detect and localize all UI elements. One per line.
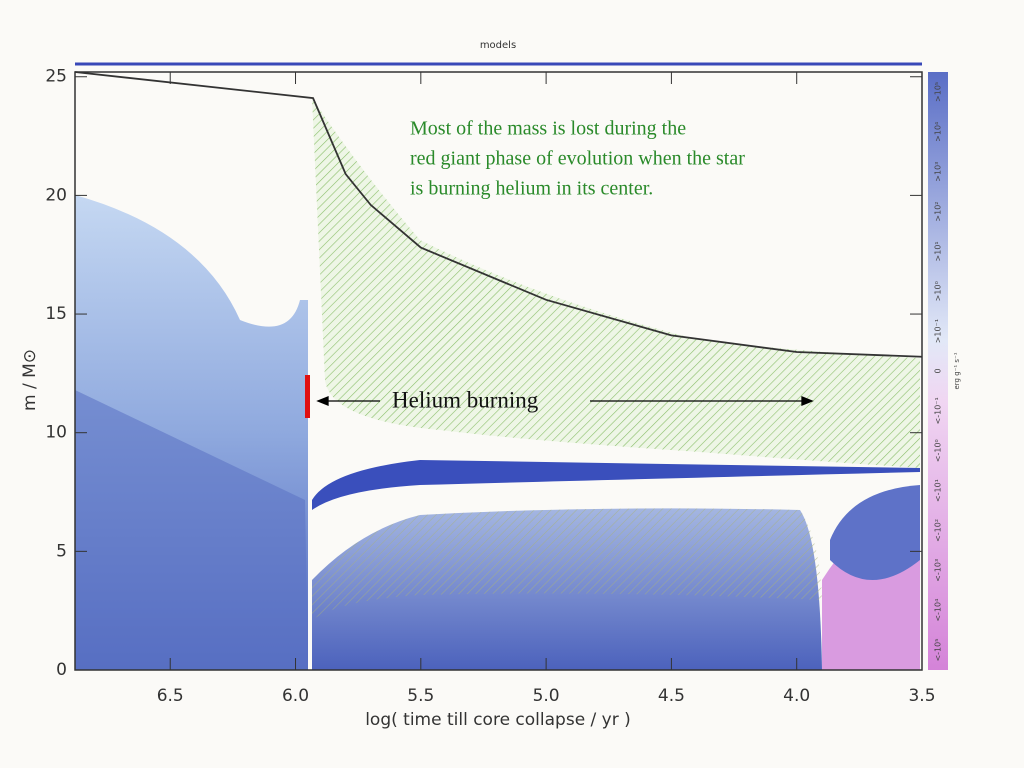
x-tick-label: 6.5 — [157, 686, 184, 706]
top-label: models — [480, 40, 516, 51]
x-tick-label: 3.5 — [908, 686, 935, 706]
regions — [75, 98, 920, 670]
annotation-line: red giant phase of evolution when the st… — [410, 148, 745, 170]
colorbar-label: <-10⁰ — [934, 439, 943, 462]
x-tick-label: 5.0 — [533, 686, 560, 706]
x-tick-label: 6.0 — [282, 686, 309, 706]
envelope — [312, 98, 920, 468]
colorbar-label: >10⁴ — [934, 122, 943, 142]
colorbar-label: <-10² — [934, 519, 943, 542]
arrow-label: Helium burning — [392, 387, 539, 412]
colorbar-label: <-10⁴ — [934, 599, 943, 622]
colorbar-label: <-10¹ — [934, 479, 943, 502]
colorbar-label: >10⁰ — [934, 281, 943, 301]
colorbar-label: >10² — [934, 201, 943, 221]
y-tick-label: 5 — [56, 541, 67, 561]
x-tick-label: 5.5 — [407, 686, 434, 706]
colorbar-labels: <-10⁵ <-10⁴ <-10³ <-10² <-10¹ <-10⁰ <-10⁻¹ 0 >10… — [934, 82, 962, 662]
colorbar-label: >10⁻¹ — [934, 319, 943, 343]
y-tick-label: 20 — [45, 185, 67, 205]
x-axis-label: log( time till core collapse / yr ) — [365, 710, 631, 730]
x-tick-label: 4.0 — [783, 686, 810, 706]
colorbar-label: >10¹ — [934, 241, 943, 261]
y-tick-label: 25 — [45, 67, 67, 87]
y-tick-label: 0 — [56, 660, 67, 680]
colorbar-label: >10³ — [934, 162, 943, 182]
colorbar-label: <-10⁻¹ — [934, 397, 943, 424]
colorbar-label: <-10³ — [934, 559, 943, 582]
y-axis-label: m / M⊙ — [20, 349, 40, 411]
plot-frame — [74, 71, 923, 671]
colorbar-label: 0 — [934, 368, 943, 373]
colorbar-unit: erg g⁻¹ s⁻¹ — [953, 352, 961, 389]
annotation-line: Most of the mass is lost during the — [410, 118, 686, 140]
arrows — [316, 396, 814, 406]
late-blue — [830, 485, 920, 580]
y-tick-label: 10 — [45, 423, 67, 443]
y-tick-label: 15 — [45, 304, 67, 324]
colorbar — [928, 72, 948, 670]
surface-line — [74, 71, 923, 358]
region-left-core — [75, 390, 308, 670]
helium-marker — [305, 375, 310, 418]
annotation-line: is burning helium in its center. — [410, 178, 653, 200]
core-hatch — [312, 508, 822, 620]
colorbar-label: >10⁵ — [934, 82, 943, 102]
shell-band — [312, 460, 920, 510]
x-tick-label: 4.5 — [658, 686, 685, 706]
colorbar-label: <-10⁵ — [934, 639, 943, 662]
